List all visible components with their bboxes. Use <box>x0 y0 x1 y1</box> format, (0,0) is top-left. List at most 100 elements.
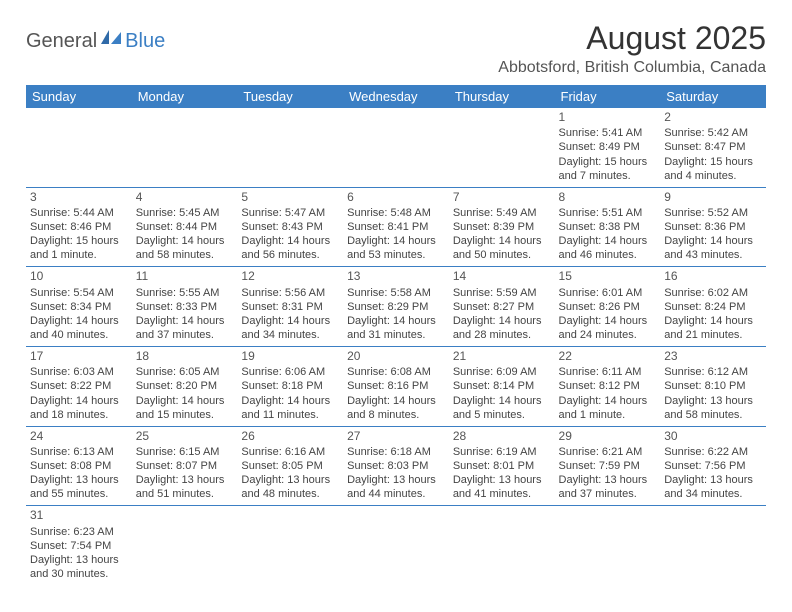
sunset-text: Sunset: 8:14 PM <box>453 379 551 393</box>
sunset-text: Sunset: 8:33 PM <box>136 300 234 314</box>
empty-cell <box>343 506 449 585</box>
sunrise-text: Sunrise: 6:16 AM <box>241 445 339 459</box>
daylight-text: Daylight: 14 hours and 50 minutes. <box>453 234 551 262</box>
month-title: August 2025 <box>498 20 766 57</box>
sunrise-text: Sunrise: 6:13 AM <box>30 445 128 459</box>
day-number: 14 <box>453 269 551 284</box>
daylight-text: Daylight: 14 hours and 46 minutes. <box>559 234 657 262</box>
day-number: 13 <box>347 269 445 284</box>
sunrise-text: Sunrise: 6:18 AM <box>347 445 445 459</box>
day-number: 26 <box>241 429 339 444</box>
daylight-text: Daylight: 14 hours and 18 minutes. <box>30 394 128 422</box>
sunrise-text: Sunrise: 6:02 AM <box>664 286 762 300</box>
sail-icon <box>101 30 123 46</box>
sunrise-text: Sunrise: 5:56 AM <box>241 286 339 300</box>
sunrise-text: Sunrise: 6:12 AM <box>664 365 762 379</box>
day-number: 2 <box>664 110 762 125</box>
empty-cell <box>555 506 661 585</box>
sunset-text: Sunset: 8:27 PM <box>453 300 551 314</box>
daylight-text: Daylight: 14 hours and 21 minutes. <box>664 314 762 342</box>
daylight-text: Daylight: 14 hours and 43 minutes. <box>664 234 762 262</box>
sunrise-text: Sunrise: 5:54 AM <box>30 286 128 300</box>
empty-cell <box>660 506 766 585</box>
day-number: 29 <box>559 429 657 444</box>
weekday-header: Sunday <box>26 85 132 108</box>
day-cell: 26Sunrise: 6:16 AMSunset: 8:05 PMDayligh… <box>237 426 343 506</box>
daylight-text: Daylight: 13 hours and 51 minutes. <box>136 473 234 501</box>
day-cell: 11Sunrise: 5:55 AMSunset: 8:33 PMDayligh… <box>132 267 238 347</box>
sunset-text: Sunset: 8:10 PM <box>664 379 762 393</box>
daylight-text: Daylight: 13 hours and 58 minutes. <box>664 394 762 422</box>
empty-cell <box>449 506 555 585</box>
day-cell: 6Sunrise: 5:48 AMSunset: 8:41 PMDaylight… <box>343 187 449 267</box>
sunrise-text: Sunrise: 6:19 AM <box>453 445 551 459</box>
weekday-header: Friday <box>555 85 661 108</box>
sunset-text: Sunset: 8:29 PM <box>347 300 445 314</box>
weekday-header: Wednesday <box>343 85 449 108</box>
empty-cell <box>343 108 449 187</box>
sunset-text: Sunset: 8:05 PM <box>241 459 339 473</box>
sunrise-text: Sunrise: 6:23 AM <box>30 525 128 539</box>
day-cell: 2Sunrise: 5:42 AMSunset: 8:47 PMDaylight… <box>660 108 766 187</box>
empty-cell <box>26 108 132 187</box>
sunrise-text: Sunrise: 5:48 AM <box>347 206 445 220</box>
brand-name-part1: General <box>26 30 97 53</box>
daylight-text: Daylight: 14 hours and 11 minutes. <box>241 394 339 422</box>
calendar-row: 3Sunrise: 5:44 AMSunset: 8:46 PMDaylight… <box>26 187 766 267</box>
day-cell: 29Sunrise: 6:21 AMSunset: 7:59 PMDayligh… <box>555 426 661 506</box>
daylight-text: Daylight: 13 hours and 48 minutes. <box>241 473 339 501</box>
day-cell: 13 Sunrise: 5:58 AMSunset: 8:29 PMDayligh… <box>343 267 449 347</box>
day-cell: 12 Sunrise: 5:56 AMSunset: 8:31 PMDayligh… <box>237 267 343 347</box>
daylight-text: Daylight: 14 hours and 28 minutes. <box>453 314 551 342</box>
day-number: 15 <box>559 269 657 284</box>
day-number: 22 <box>559 349 657 364</box>
daylight-text: Daylight: 15 hours and 1 minute. <box>30 234 128 262</box>
day-cell: 24Sunrise: 6:13 AMSunset: 8:08 PMDayligh… <box>26 426 132 506</box>
sunset-text: Sunset: 8:43 PM <box>241 220 339 234</box>
sunrise-text: Sunrise: 5:49 AM <box>453 206 551 220</box>
day-cell: 20Sunrise: 6:08 AMSunset: 8:16 PMDayligh… <box>343 347 449 427</box>
sunset-text: Sunset: 7:56 PM <box>664 459 762 473</box>
daylight-text: Daylight: 14 hours and 53 minutes. <box>347 234 445 262</box>
sunrise-text: Sunrise: 5:42 AM <box>664 126 762 140</box>
sunrise-text: Sunrise: 5:58 AM <box>347 286 445 300</box>
daylight-text: Daylight: 13 hours and 55 minutes. <box>30 473 128 501</box>
day-cell: 1Sunrise: 5:41 AMSunset: 8:49 PMDaylight… <box>555 108 661 187</box>
daylight-text: Daylight: 14 hours and 31 minutes. <box>347 314 445 342</box>
calendar-row: 10Sunrise: 5:54 AMSunset: 8:34 PMDayligh… <box>26 267 766 347</box>
daylight-text: Daylight: 13 hours and 44 minutes. <box>347 473 445 501</box>
day-number: 6 <box>347 190 445 205</box>
daylight-text: Daylight: 13 hours and 41 minutes. <box>453 473 551 501</box>
daylight-text: Daylight: 14 hours and 34 minutes. <box>241 314 339 342</box>
day-number: 19 <box>241 349 339 364</box>
day-cell: 14Sunrise: 5:59 AMSunset: 8:27 PMDayligh… <box>449 267 555 347</box>
empty-cell <box>237 506 343 585</box>
sunset-text: Sunset: 8:46 PM <box>30 220 128 234</box>
day-number: 31 <box>30 508 128 523</box>
day-cell: 23Sunrise: 6:12 AMSunset: 8:10 PMDayligh… <box>660 347 766 427</box>
sunset-text: Sunset: 8:44 PM <box>136 220 234 234</box>
day-cell: 8Sunrise: 5:51 AMSunset: 8:38 PMDaylight… <box>555 187 661 267</box>
sunrise-text: Sunrise: 6:03 AM <box>30 365 128 379</box>
daylight-text: Daylight: 15 hours and 7 minutes. <box>559 155 657 183</box>
sunset-text: Sunset: 8:31 PM <box>241 300 339 314</box>
calendar-row: 31Sunrise: 6:23 AMSunset: 7:54 PMDayligh… <box>26 506 766 585</box>
sunset-text: Sunset: 7:54 PM <box>30 539 128 553</box>
sunrise-text: Sunrise: 5:47 AM <box>241 206 339 220</box>
sunset-text: Sunset: 8:41 PM <box>347 220 445 234</box>
sunset-text: Sunset: 8:01 PM <box>453 459 551 473</box>
day-cell: 30Sunrise: 6:22 AMSunset: 7:56 PMDayligh… <box>660 426 766 506</box>
sunset-text: Sunset: 8:16 PM <box>347 379 445 393</box>
day-number: 23 <box>664 349 762 364</box>
day-number: 24 <box>30 429 128 444</box>
day-number: 21 <box>453 349 551 364</box>
day-cell: 3Sunrise: 5:44 AMSunset: 8:46 PMDaylight… <box>26 187 132 267</box>
daylight-text: Daylight: 14 hours and 56 minutes. <box>241 234 339 262</box>
day-cell: 27Sunrise: 6:18 AMSunset: 8:03 PMDayligh… <box>343 426 449 506</box>
weekday-header-row: Sunday Monday Tuesday Wednesday Thursday… <box>26 85 766 108</box>
location-subtitle: Abbotsford, British Columbia, Canada <box>498 59 766 77</box>
day-cell: 22Sunrise: 6:11 AMSunset: 8:12 PMDayligh… <box>555 347 661 427</box>
day-number: 9 <box>664 190 762 205</box>
day-number: 12 <box>241 269 339 284</box>
sunrise-text: Sunrise: 5:51 AM <box>559 206 657 220</box>
